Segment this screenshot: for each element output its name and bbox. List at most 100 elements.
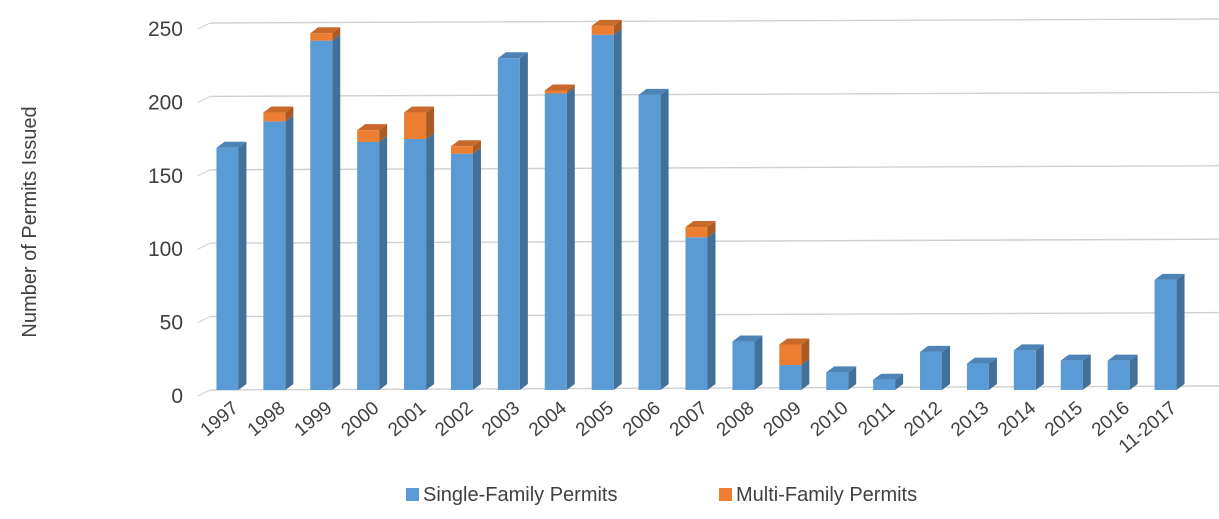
bar-top-cap: [1154, 273, 1185, 280]
x-tick-label: 1999: [291, 398, 337, 441]
x-tick-label: 2002: [431, 398, 477, 441]
bar-multi-family: [357, 130, 380, 142]
bar-single-family-side: [801, 359, 810, 390]
gridline-diagonal: [197, 95, 211, 103]
bar-top-cap: [216, 141, 247, 148]
bar-multi-family: [404, 112, 427, 139]
bar-single-family: [310, 40, 333, 391]
x-tick-label: 2003: [478, 398, 524, 441]
bar-top-cap: [638, 88, 669, 95]
gridline: [209, 18, 1219, 24]
x-tick-label: 2013: [947, 398, 993, 441]
legend: Single-Family Permits Multi-Family Permi…: [406, 484, 917, 506]
bar-multi-family: [450, 146, 473, 154]
legend-swatch-single-family: [406, 488, 419, 501]
bar-top-cap: [357, 124, 388, 131]
bar-top-cap: [1013, 344, 1044, 351]
bar-multi-family: [544, 90, 567, 94]
bar-single-family: [544, 93, 567, 391]
bar-single-family-side: [754, 335, 763, 390]
y-tick-label: 100: [148, 238, 183, 261]
x-tick-label: 2011: [855, 398, 900, 440]
bar-top-cap: [920, 345, 951, 352]
x-tick-label: 2008: [713, 398, 759, 441]
bar-top-cap: [1060, 354, 1091, 361]
y-axis-title: Number of Permits Issued: [19, 106, 41, 337]
x-tick-label: 1997: [197, 398, 243, 441]
bar-single-family-side: [285, 115, 294, 390]
bar-multi-family-side: [379, 124, 388, 142]
bar-multi-family-side: [707, 221, 716, 238]
bar-single-family: [450, 153, 473, 390]
legend-label-multi-family: Multi-Family Permits: [736, 484, 917, 506]
bar-single-family: [1060, 360, 1083, 390]
bar-multi-family-side: [566, 84, 575, 94]
bar-top-cap: [497, 52, 528, 59]
x-tick-label: 2009: [760, 398, 806, 441]
bars: [216, 19, 1185, 391]
bar-single-family-side: [332, 34, 341, 391]
legend-label-single-family: Single-Family Permits: [423, 484, 617, 506]
bar-single-family-side: [426, 132, 435, 391]
legend-swatch-multi-family: [719, 488, 732, 501]
bar-single-family-side: [988, 357, 997, 390]
bar-single-family: [263, 121, 286, 390]
bar-top-cap: [873, 373, 904, 380]
bar-single-family: [591, 34, 614, 391]
bar-single-family: [216, 147, 239, 390]
bar-single-family: [779, 365, 802, 390]
bar-single-family: [966, 363, 989, 390]
bar-single-family-side: [1176, 273, 1185, 390]
bar-top-cap: [779, 338, 810, 345]
bar-single-family-side: [895, 373, 904, 390]
bar-top-cap: [544, 84, 575, 91]
bar-top-cap: [966, 357, 997, 364]
bar-single-family: [1107, 360, 1130, 390]
y-tick-label: 50: [160, 312, 183, 335]
bar-single-family-side: [942, 345, 951, 390]
bar-single-family: [920, 351, 943, 390]
bar-multi-family-side: [426, 106, 435, 139]
bar-multi-family-side: [472, 140, 481, 154]
bar-single-family: [826, 372, 849, 390]
bar-top-cap: [732, 335, 763, 342]
bar-single-family-side: [1129, 354, 1138, 390]
bar-single-family: [497, 58, 520, 391]
bar-single-family-side: [1082, 354, 1091, 390]
gridline-diagonal: [197, 169, 211, 177]
gridline: [209, 91, 1219, 98]
bar-single-family-side: [660, 88, 669, 390]
bar-top-cap: [826, 366, 857, 373]
bar-top-cap: [310, 27, 341, 34]
bar-single-family-side: [519, 52, 528, 391]
bar-single-family: [1013, 350, 1036, 390]
y-tick-label: 150: [148, 165, 183, 188]
y-axis-ticks: 0 50 100 150 200 250: [148, 18, 183, 408]
bar-single-family: [404, 138, 427, 390]
bar-top-cap: [685, 221, 716, 228]
bar-top-cap: [1107, 354, 1138, 361]
bar-single-family-side: [613, 28, 622, 391]
x-tick-label: 2015: [1041, 398, 1087, 441]
x-tick-label: 2012: [900, 398, 946, 441]
x-tick-label: 2007: [666, 398, 712, 441]
bar-single-family-side: [566, 87, 575, 391]
bar-single-family-side: [238, 141, 247, 390]
gridline-diagonal: [197, 242, 211, 250]
gridline-diagonal: [197, 316, 211, 324]
bar-top-cap: [450, 140, 481, 147]
bar-single-family-side: [472, 147, 481, 390]
y-tick-label: 250: [148, 18, 183, 41]
x-tick-label: 1998: [244, 398, 290, 441]
bar-single-family: [685, 237, 708, 390]
x-tick-label: 2010: [807, 398, 853, 441]
bar-multi-family: [310, 33, 333, 41]
x-tick-label: 2005: [572, 398, 618, 441]
bar-multi-family: [263, 112, 286, 122]
x-tick-label: 2001: [384, 398, 430, 441]
bar-multi-family: [779, 344, 802, 366]
bar-single-family-side: [1035, 344, 1044, 390]
bar-top-cap: [263, 106, 294, 113]
